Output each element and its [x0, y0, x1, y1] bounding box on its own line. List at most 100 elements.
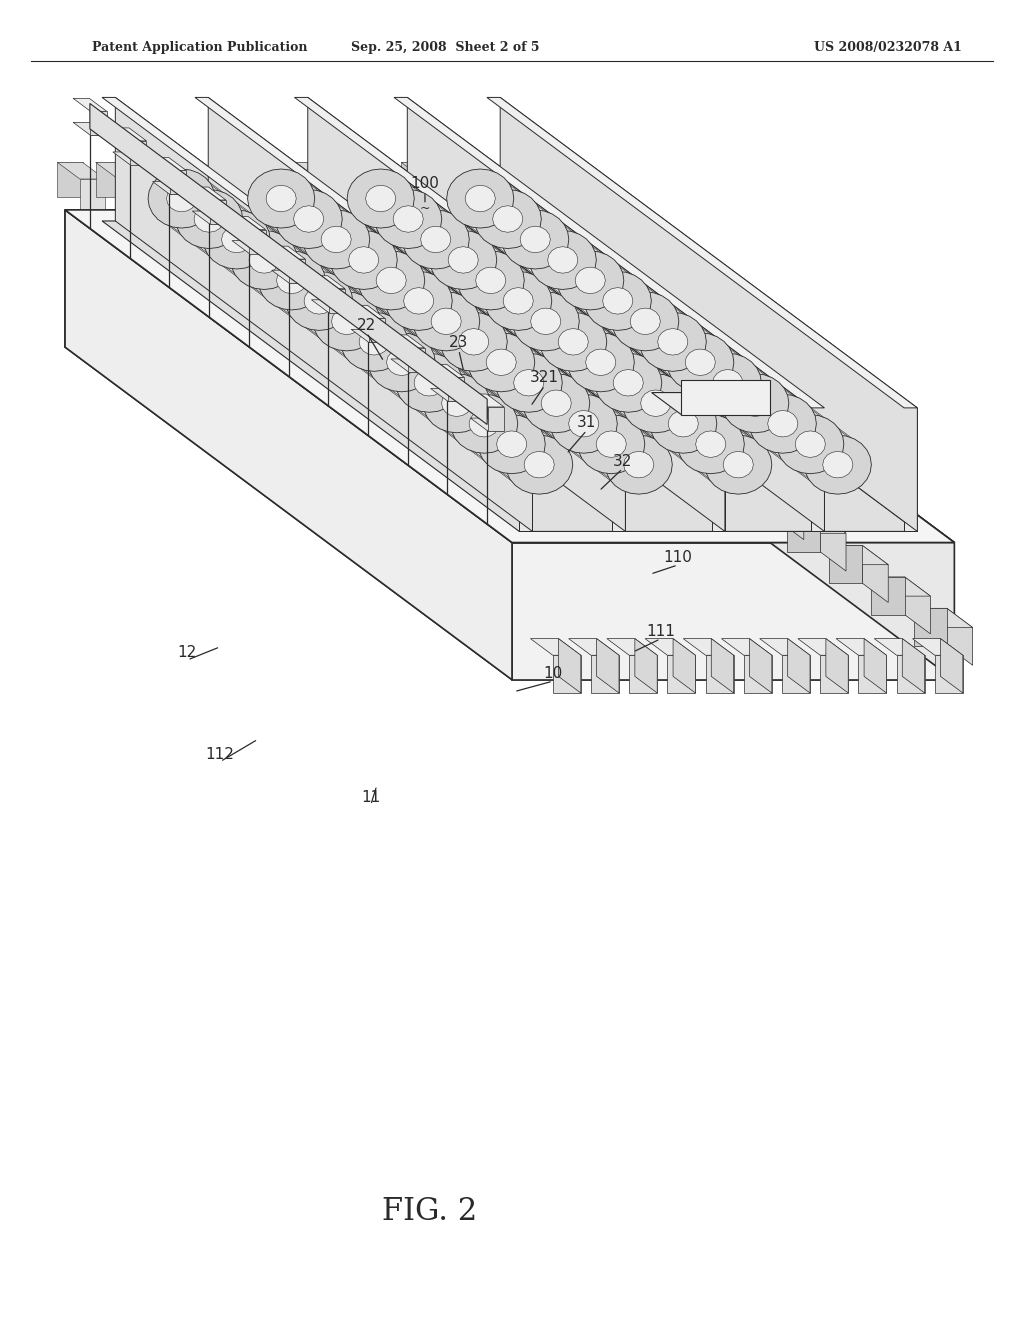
Polygon shape — [469, 411, 500, 437]
Polygon shape — [385, 272, 453, 330]
Polygon shape — [348, 247, 379, 273]
Polygon shape — [431, 364, 464, 378]
Polygon shape — [172, 162, 219, 180]
Polygon shape — [624, 451, 654, 478]
Polygon shape — [822, 451, 853, 478]
Polygon shape — [116, 98, 532, 532]
Polygon shape — [693, 420, 720, 477]
Polygon shape — [465, 185, 496, 211]
Polygon shape — [439, 162, 486, 180]
Polygon shape — [194, 206, 224, 232]
Polygon shape — [153, 157, 186, 170]
Polygon shape — [804, 436, 871, 494]
Polygon shape — [750, 395, 816, 453]
Polygon shape — [451, 395, 518, 453]
Polygon shape — [210, 162, 236, 197]
Polygon shape — [618, 388, 677, 408]
Polygon shape — [393, 206, 423, 232]
Polygon shape — [308, 98, 725, 532]
Polygon shape — [330, 231, 397, 289]
Polygon shape — [534, 326, 593, 345]
Polygon shape — [493, 206, 523, 232]
Polygon shape — [172, 162, 198, 197]
Polygon shape — [706, 655, 733, 693]
Polygon shape — [375, 190, 441, 248]
Polygon shape — [596, 430, 627, 458]
Text: 22: 22 — [357, 318, 376, 333]
Polygon shape — [287, 162, 311, 197]
Polygon shape — [713, 370, 742, 396]
Polygon shape — [578, 414, 645, 474]
Polygon shape — [413, 292, 480, 351]
Polygon shape — [657, 329, 688, 355]
Polygon shape — [230, 231, 298, 289]
Polygon shape — [534, 326, 567, 363]
Polygon shape — [80, 180, 104, 214]
Polygon shape — [276, 267, 307, 294]
Polygon shape — [506, 436, 572, 494]
Polygon shape — [607, 639, 657, 655]
Polygon shape — [568, 639, 618, 655]
Polygon shape — [431, 308, 461, 335]
Text: 100: 100 — [411, 177, 439, 191]
Polygon shape — [668, 411, 698, 437]
Polygon shape — [871, 577, 904, 615]
Polygon shape — [474, 190, 542, 248]
Polygon shape — [796, 430, 825, 458]
Polygon shape — [322, 226, 351, 252]
Polygon shape — [862, 545, 888, 602]
Text: 31: 31 — [578, 416, 596, 430]
Polygon shape — [203, 210, 270, 269]
Polygon shape — [744, 483, 778, 520]
Polygon shape — [487, 407, 504, 430]
Polygon shape — [376, 267, 407, 294]
Polygon shape — [449, 247, 478, 273]
Text: 32: 32 — [613, 454, 632, 469]
Polygon shape — [394, 98, 824, 408]
Polygon shape — [439, 162, 465, 197]
Polygon shape — [567, 333, 634, 392]
Polygon shape — [408, 98, 824, 532]
Polygon shape — [902, 639, 925, 693]
Text: 321: 321 — [530, 371, 559, 385]
Polygon shape — [402, 210, 469, 269]
Polygon shape — [736, 451, 762, 508]
Polygon shape — [567, 326, 593, 383]
Polygon shape — [294, 206, 324, 232]
Polygon shape — [629, 655, 657, 693]
Polygon shape — [798, 639, 848, 655]
Polygon shape — [73, 123, 106, 135]
Polygon shape — [484, 272, 552, 330]
Polygon shape — [558, 639, 581, 693]
Polygon shape — [508, 210, 954, 680]
Polygon shape — [541, 389, 571, 417]
Polygon shape — [558, 329, 589, 355]
Polygon shape — [497, 430, 526, 458]
Polygon shape — [778, 483, 804, 540]
Polygon shape — [829, 545, 862, 583]
Polygon shape — [760, 639, 810, 655]
Polygon shape — [612, 408, 626, 532]
Polygon shape — [175, 190, 243, 248]
Polygon shape — [369, 318, 385, 342]
Polygon shape — [385, 180, 411, 214]
Polygon shape — [553, 655, 581, 693]
Polygon shape — [134, 162, 159, 197]
Polygon shape — [702, 451, 762, 470]
Polygon shape — [723, 451, 754, 478]
Polygon shape — [118, 180, 143, 214]
Text: Patent Application Publication: Patent Application Publication — [92, 41, 307, 54]
Polygon shape — [470, 393, 504, 407]
Polygon shape — [529, 231, 596, 289]
Polygon shape — [423, 374, 490, 433]
Polygon shape — [287, 162, 334, 180]
Polygon shape — [557, 251, 624, 310]
Polygon shape — [611, 292, 679, 351]
Polygon shape — [595, 354, 662, 412]
Polygon shape — [475, 267, 506, 294]
Polygon shape — [368, 333, 435, 392]
Polygon shape — [271, 246, 305, 259]
Polygon shape — [500, 98, 918, 532]
Polygon shape — [304, 288, 334, 314]
Polygon shape — [635, 639, 657, 693]
